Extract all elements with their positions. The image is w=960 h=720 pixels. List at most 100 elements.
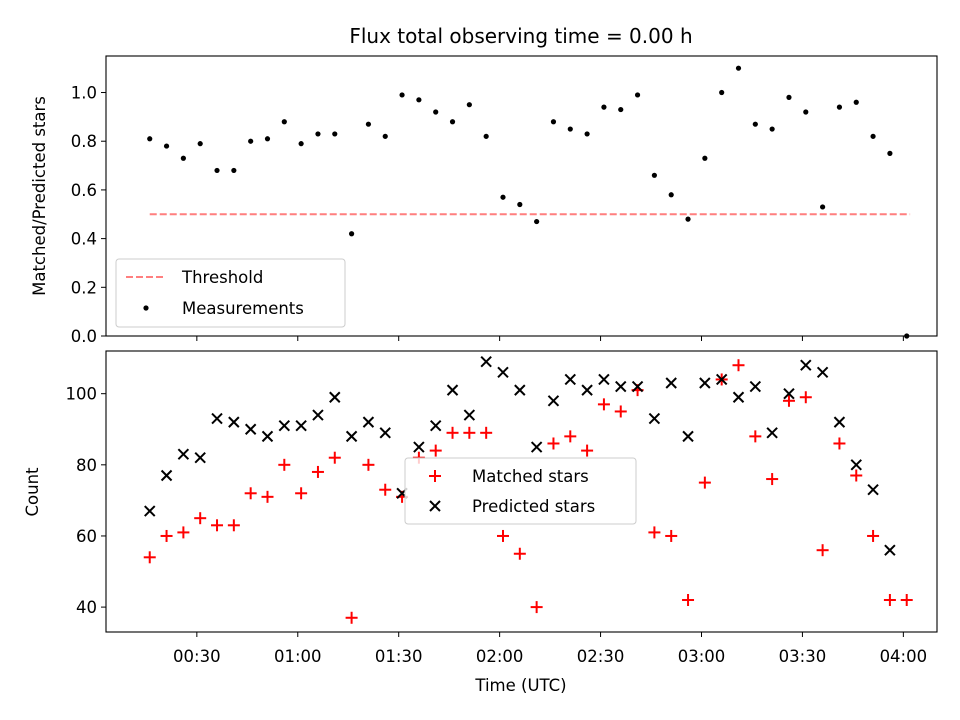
bottom-x-tick-label: 00:30 — [173, 647, 221, 666]
bottom-x-tick-label: 03:00 — [678, 647, 726, 666]
measurement-point — [281, 119, 287, 125]
measurement-point — [214, 167, 220, 174]
predicted-star-mark-b — [833, 416, 846, 428]
bottom-x-tick-label: 02:00 — [476, 647, 524, 666]
predicted-star-point — [463, 409, 476, 421]
measurement-point — [534, 218, 540, 225]
predicted-star-mark-b — [615, 380, 627, 393]
measurement-point — [752, 121, 758, 127]
predicted-star-point — [446, 384, 459, 396]
bottom-legend: Matched stars Predicted stars — [404, 457, 637, 525]
measurement-point — [685, 216, 691, 222]
predicted-star-point — [413, 441, 425, 453]
measurement-point — [264, 136, 271, 142]
matched-star-point — [463, 426, 476, 439]
predicted-star-point — [295, 419, 307, 432]
predicted-star-mark-b — [312, 409, 324, 421]
legend-measurements-swatch — [143, 305, 149, 311]
bottom-x-tick-label: 02:30 — [577, 647, 625, 666]
predicted-star-point — [211, 412, 223, 425]
measurement-point — [466, 102, 472, 108]
predicted-star-mark-b — [581, 384, 593, 396]
predicted-star-point — [699, 377, 711, 389]
measurement-point — [248, 138, 254, 144]
predicted-star-mark-b — [715, 373, 728, 386]
matched-star-point — [530, 601, 543, 614]
chart-title: Flux total observing time = 0.00 h — [349, 24, 692, 48]
measurement-point — [365, 121, 372, 127]
measurement-point — [719, 89, 725, 96]
bottom-legend-box — [404, 457, 637, 525]
matched-star-point — [446, 426, 459, 439]
predicted-star-point — [480, 355, 492, 368]
predicted-star-mark-b — [850, 459, 862, 471]
matched-star-point — [160, 529, 173, 542]
matched-star-point — [379, 483, 392, 496]
legend-threshold-label: Threshold — [181, 268, 263, 287]
matched-star-point — [143, 551, 156, 564]
matched-star-point — [278, 458, 291, 471]
predicted-star-point — [228, 416, 240, 428]
predicted-star-mark-b — [665, 377, 677, 389]
predicted-star-point — [800, 359, 812, 371]
predicted-star-point — [430, 419, 442, 432]
predicted-star-mark-b — [631, 380, 644, 393]
measurement-point — [668, 192, 674, 198]
matched-star-point — [496, 529, 509, 542]
matched-star-point — [513, 547, 526, 560]
matched-star-point — [648, 526, 661, 539]
bottom-x-tick-label: 01:30 — [375, 647, 423, 666]
predicted-star-point — [530, 441, 543, 453]
legend-predicted-swatch — [429, 500, 441, 512]
matched-star-point — [345, 611, 358, 624]
measurement-point — [483, 133, 489, 139]
bottom-x-tick-label: 04:00 — [880, 647, 928, 666]
matched-star-point — [782, 394, 795, 407]
predicted-star-point — [884, 544, 896, 556]
matched-star-point — [867, 529, 880, 542]
measurement-point — [163, 143, 170, 149]
predicted-star-point — [598, 373, 610, 386]
predicted-star-point — [665, 377, 677, 389]
top-x-ticks — [196, 336, 904, 341]
matched-star-point — [665, 529, 678, 542]
predicted-star-mark-b — [648, 412, 661, 425]
predicted-star-point — [615, 380, 627, 393]
predicted-star-point — [177, 448, 190, 460]
measurement-point — [382, 133, 388, 139]
predicted-star-mark-b — [514, 384, 526, 396]
bottom-axes-frame — [105, 350, 938, 633]
predicted-star-mark-b — [446, 384, 459, 396]
matched-star-point — [194, 512, 207, 525]
predicted-star-point — [766, 427, 778, 439]
predicted-star-point — [648, 412, 661, 425]
matched-star-point — [900, 593, 913, 606]
measurement-point — [332, 131, 338, 137]
top-y-axis-label: Matched/Predicted stars — [30, 96, 49, 296]
predicted-star-point — [783, 387, 795, 400]
measurement-point — [231, 167, 237, 174]
matched-star-point — [295, 487, 308, 500]
predicted-star-mark-b — [699, 377, 711, 389]
predicted-star-point — [379, 427, 391, 439]
predicted-star-mark-b — [362, 416, 375, 428]
matched-star-point — [177, 526, 190, 539]
matched-star-point — [429, 444, 442, 457]
predicted-star-mark-b — [766, 427, 778, 439]
matched-star-point — [698, 476, 711, 489]
predicted-star-mark-b — [800, 359, 812, 371]
predicted-star-mark-b — [194, 452, 206, 464]
matched-star-point — [682, 593, 695, 606]
predicted-star-mark-b — [816, 366, 829, 379]
bottom-plot-area — [143, 355, 913, 624]
measurement-point — [769, 126, 775, 132]
matched-star-point — [749, 430, 762, 443]
measurement-point — [348, 231, 355, 237]
measurement-point — [634, 92, 641, 98]
matched-star-point — [581, 444, 594, 457]
matched-star-point — [833, 437, 846, 450]
predicted-star-mark-b — [480, 355, 492, 368]
top-axes-frame — [105, 55, 938, 337]
measurement-point — [601, 104, 607, 110]
